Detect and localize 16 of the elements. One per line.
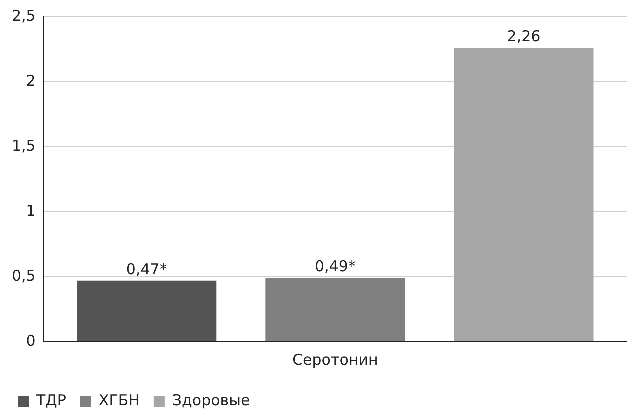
- bar: [77, 280, 217, 342]
- y-tick-label: 2: [26, 72, 36, 90]
- data-label: 0,49*: [314, 258, 356, 276]
- legend-label: ХГБН: [98, 391, 140, 410]
- y-tick-label: 1,5: [12, 136, 36, 155]
- bar: [266, 278, 406, 342]
- data-label: 2,26: [507, 28, 541, 46]
- y-tick-label: 2,5: [12, 6, 36, 25]
- bar: [454, 48, 594, 342]
- y-tick-label: 0: [26, 332, 36, 350]
- x-tick-label: Серотонин: [292, 350, 378, 369]
- legend-label: ТДР: [36, 391, 66, 410]
- y-tick-label: 1: [26, 202, 36, 220]
- y-tick-label: 0,5: [12, 266, 36, 285]
- legend-label: Здоровые: [172, 391, 250, 410]
- data-label: 0,47*: [126, 260, 168, 278]
